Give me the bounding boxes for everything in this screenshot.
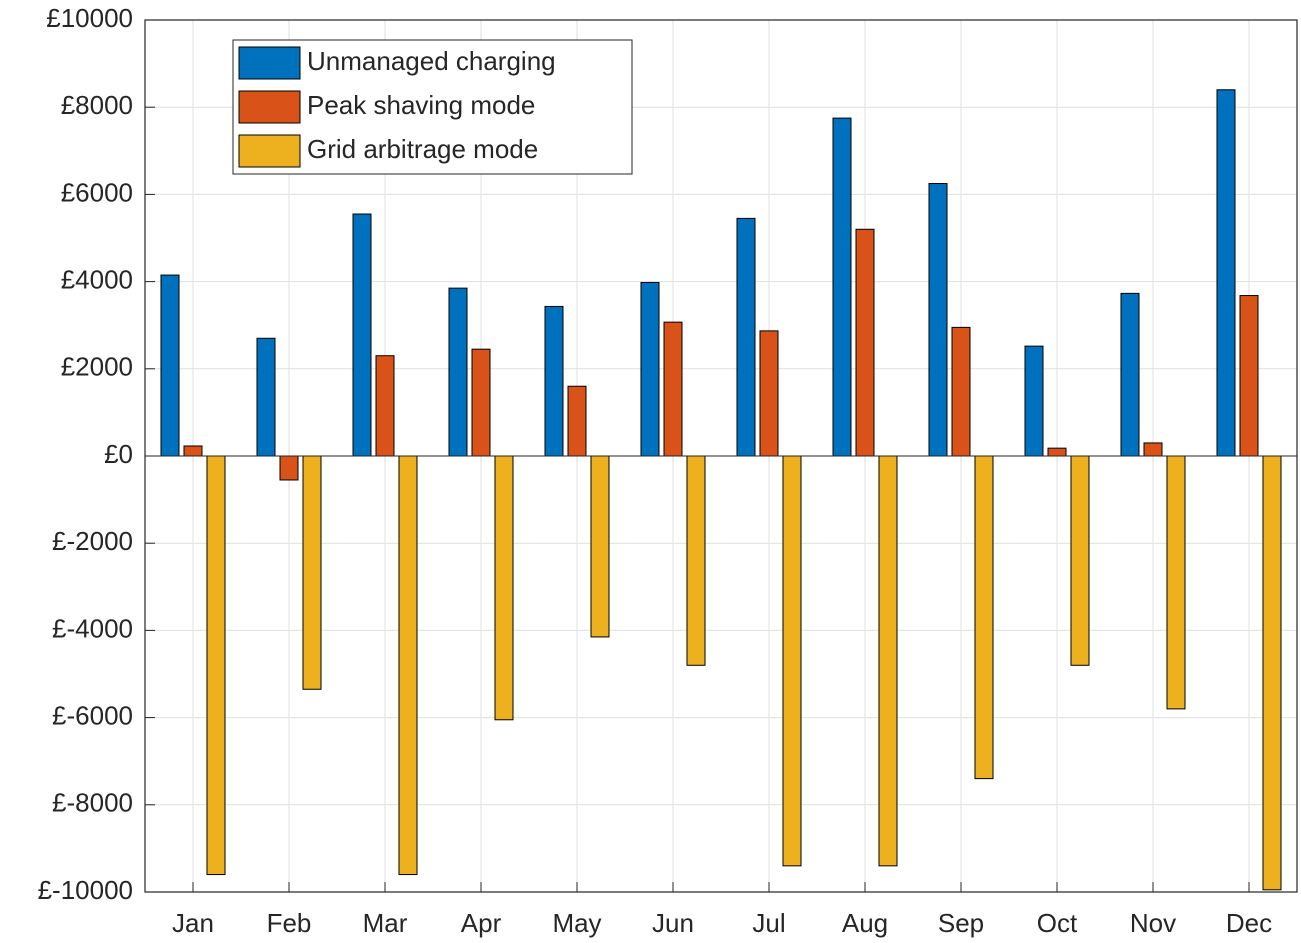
bar — [663, 321, 683, 457]
bar — [567, 385, 587, 457]
y-tick-label: £-2000 — [52, 526, 133, 556]
bar — [1070, 455, 1090, 666]
x-tick-label: Jan — [172, 908, 214, 938]
y-tick-label: £10000 — [46, 3, 133, 33]
x-tick-label: Aug — [842, 908, 888, 938]
bar — [1166, 455, 1186, 710]
y-tick-label: £2000 — [61, 352, 133, 382]
bar — [782, 455, 802, 867]
bar — [302, 455, 322, 690]
bar — [206, 455, 226, 876]
legend-label: Grid arbitrage mode — [307, 134, 538, 164]
bar — [590, 455, 610, 638]
bars — [160, 89, 1282, 891]
bar — [1216, 89, 1236, 457]
y-tick-label: £-8000 — [52, 788, 133, 818]
bar — [398, 455, 418, 876]
bar — [1262, 455, 1282, 891]
bar — [855, 228, 875, 457]
bar — [1047, 447, 1067, 457]
y-tick-label: £0 — [104, 439, 133, 469]
x-tick-label: Mar — [363, 908, 408, 938]
y-tick-label: £8000 — [61, 90, 133, 120]
y-tick-label: £-10000 — [38, 875, 133, 905]
y-tick-label: £-4000 — [52, 613, 133, 643]
bar — [1239, 295, 1259, 457]
legend: Unmanaged charging Peak shaving mode Grid … — [232, 39, 633, 175]
bar — [448, 287, 468, 457]
bar — [375, 355, 395, 457]
bar — [686, 455, 706, 666]
bar — [279, 455, 299, 481]
y-tick-label: £-6000 — [52, 700, 133, 730]
bar — [1120, 292, 1140, 457]
bar — [160, 274, 180, 457]
legend-swatch — [238, 90, 301, 124]
x-tick-label: Sep — [938, 908, 984, 938]
bar — [878, 455, 898, 867]
bar — [544, 305, 564, 457]
bar — [736, 217, 756, 457]
y-tick-label: £4000 — [61, 264, 133, 294]
x-tick-label: May — [552, 908, 601, 938]
x-tick-label: Dec — [1226, 908, 1272, 938]
bar — [256, 337, 276, 457]
bar — [1143, 442, 1163, 457]
bar — [974, 455, 994, 780]
x-tick-label: Apr — [461, 908, 502, 938]
legend-label: Peak shaving mode — [307, 90, 535, 120]
bar — [183, 445, 203, 457]
legend-swatch — [238, 46, 301, 80]
bar — [951, 326, 971, 457]
bar — [471, 348, 491, 457]
bar — [352, 213, 372, 457]
y-tick-label: £6000 — [61, 177, 133, 207]
bar — [640, 281, 660, 457]
plot-frame — [144, 19, 1298, 893]
legend-label: Unmanaged charging — [307, 46, 556, 76]
x-tick-label: Oct — [1037, 908, 1078, 938]
axes: £-10000 £-8000 £-6000 £-4000 £-2000 £0 £2000 £4… — [38, 3, 1298, 938]
bar — [1024, 345, 1044, 457]
bar — [928, 183, 948, 457]
bar — [494, 455, 514, 721]
x-tick-label: Feb — [267, 908, 312, 938]
x-tick-label: Nov — [1130, 908, 1176, 938]
bar — [832, 117, 852, 457]
x-tick-label: Jul — [752, 908, 785, 938]
bar — [759, 330, 779, 457]
x-tick-label: Jun — [652, 908, 694, 938]
legend-swatch — [238, 134, 301, 168]
